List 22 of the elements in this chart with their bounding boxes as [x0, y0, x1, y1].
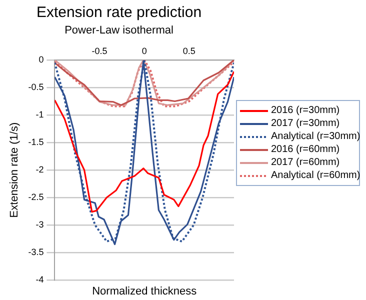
y-tick-label: -2: [36, 164, 44, 174]
y-tick-label: -4: [36, 274, 44, 284]
chart-subtitle: Power-Law isothermal: [64, 24, 174, 37]
y-tick-label: -2.5: [28, 192, 44, 202]
legend-label: 2016 (r=60mm): [271, 143, 340, 156]
y-tick-label: -3.5: [28, 246, 44, 257]
legend-label: 2016 (r=30mm): [271, 104, 340, 117]
y-tick-label: -0.5: [28, 82, 44, 92]
x-tick-label: 0: [142, 46, 147, 56]
chart-title: Extension rate prediction: [36, 4, 202, 22]
legend-label: Analytical (r=60mm): [271, 169, 360, 182]
y-tick-label: 0: [38, 54, 44, 64]
y-tick-label: -1: [36, 109, 44, 120]
legend-label: 2017 (r=60mm): [271, 156, 340, 169]
y-axis-title: Extension rate (1/s): [8, 122, 21, 218]
x-tick-label: 0.5: [182, 46, 196, 56]
x-axis-title: Normalized thickness: [92, 286, 198, 298]
legend-label: 2017 (r=30mm): [271, 117, 340, 130]
x-tick-label: -0.5: [92, 46, 108, 56]
legend-label: Analytical (r=30mm): [271, 130, 360, 143]
y-tick-label: -3: [36, 219, 44, 230]
y-tick-label: -1.5: [28, 136, 44, 147]
